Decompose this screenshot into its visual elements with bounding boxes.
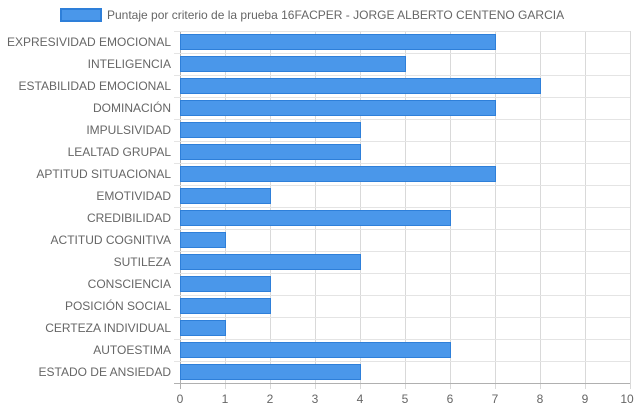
legend-swatch <box>60 8 102 22</box>
y-axis-labels: EXPRESIVIDAD EMOCIONAL INTELIGENCIA ESTABI… <box>7 35 171 379</box>
x-tick-label: 8 <box>537 392 544 406</box>
y-tick-label: CERTEZA INDIVIDUAL <box>45 321 171 335</box>
y-tick-label: INTELIGENCIA <box>88 57 171 71</box>
y-tick-label: CONSCIENCIA <box>88 277 171 291</box>
bar[interactable] <box>180 188 271 204</box>
x-tick-label: 5 <box>402 392 409 406</box>
bar[interactable] <box>180 320 226 336</box>
x-tick-label: 4 <box>357 392 364 406</box>
x-tick-label: 2 <box>267 392 274 406</box>
bar[interactable] <box>180 166 496 182</box>
y-tick-label: EXPRESIVIDAD EMOCIONAL <box>7 35 171 49</box>
bar[interactable] <box>180 298 271 314</box>
bar[interactable] <box>180 56 406 72</box>
y-tick-label: ESTABILIDAD EMOCIONAL <box>19 79 172 93</box>
bar[interactable] <box>180 210 451 226</box>
x-axis-labels: 0 1 2 3 4 5 6 7 8 9 10 <box>177 392 634 406</box>
y-tick-label: ESTADO DE ANSIEDAD <box>39 365 172 379</box>
bar[interactable] <box>180 232 226 248</box>
y-tick-label: AUTOESTIMA <box>93 343 171 357</box>
bar[interactable] <box>180 34 496 50</box>
legend[interactable]: Puntaje por criterio de la prueba 16FACP… <box>60 8 564 22</box>
bars <box>180 34 541 380</box>
y-tick-label: POSICIÓN SOCIAL <box>65 298 171 313</box>
bar[interactable] <box>180 276 271 292</box>
y-tick-label: APTITUD SITUACIONAL <box>36 167 171 181</box>
y-tick-label: LEALTAD GRUPAL <box>68 145 172 159</box>
y-tick-label: ACTITUD COGNITIVA <box>51 233 171 247</box>
y-tick-label: SUTILEZA <box>114 255 171 269</box>
bar[interactable] <box>180 364 361 380</box>
bar[interactable] <box>180 100 496 116</box>
bar[interactable] <box>180 342 451 358</box>
x-tick-label: 6 <box>447 392 454 406</box>
x-tick-label: 9 <box>582 392 589 406</box>
y-tick-label: IMPULSIVIDAD <box>86 123 171 137</box>
y-tick-label: DOMINACIÓN <box>93 100 171 115</box>
x-tick-label: 1 <box>222 392 229 406</box>
y-tick-label: CREDIBILIDAD <box>87 211 171 225</box>
bar[interactable] <box>180 78 541 94</box>
bar[interactable] <box>180 122 361 138</box>
x-tick-label: 10 <box>620 392 634 406</box>
x-tick-label: 7 <box>492 392 499 406</box>
legend-label: Puntaje por criterio de la prueba 16FACP… <box>107 8 564 22</box>
x-tick-label: 0 <box>177 392 184 406</box>
x-tick-label: 3 <box>312 392 319 406</box>
y-tick-label: EMOTIVIDAD <box>96 189 171 203</box>
bar[interactable] <box>180 144 361 160</box>
bar[interactable] <box>180 254 361 270</box>
